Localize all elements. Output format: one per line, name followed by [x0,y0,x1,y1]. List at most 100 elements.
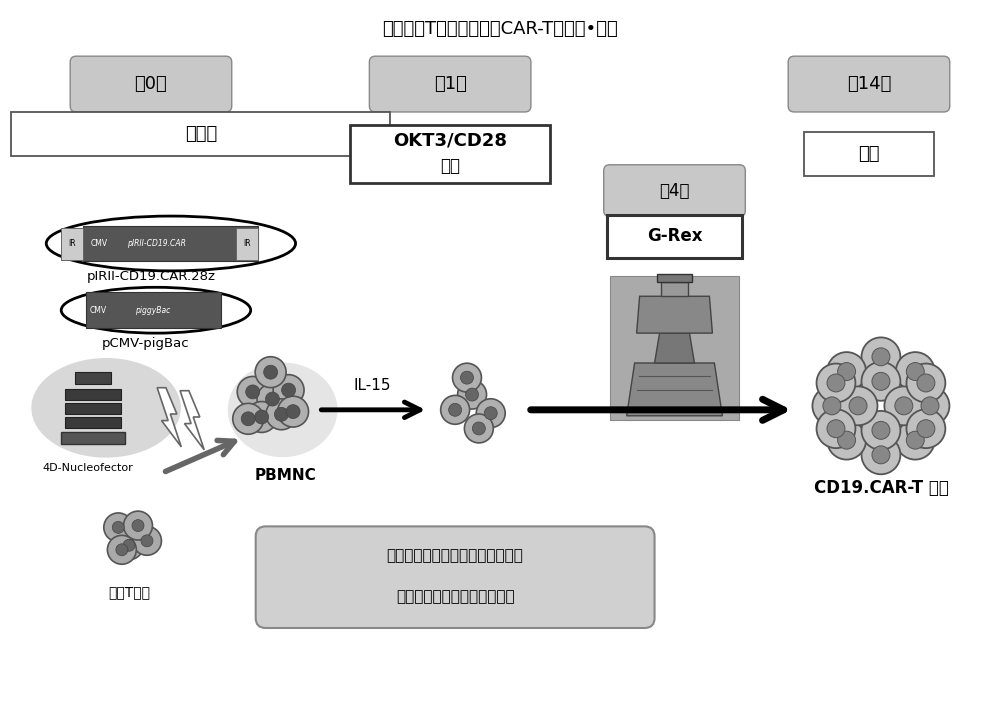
Text: IR: IR [68,240,76,248]
Circle shape [466,388,479,401]
Bar [83,226,258,261]
Bar [610,277,739,420]
Circle shape [884,387,923,425]
Circle shape [817,409,855,448]
Circle shape [246,402,277,432]
Text: 第1天: 第1天 [434,75,467,93]
Text: 第4天: 第4天 [659,182,690,199]
Circle shape [464,414,493,443]
Circle shape [124,511,152,540]
Text: IL-15: IL-15 [354,379,391,393]
Polygon shape [627,363,722,416]
Circle shape [133,526,161,555]
Circle shape [264,365,278,379]
Text: 通过进行共刺激、细胞因子分泌而: 通过进行共刺激、细胞因子分泌而 [387,547,524,563]
Circle shape [449,403,462,416]
Circle shape [257,384,288,414]
Circle shape [861,337,900,376]
Circle shape [812,387,851,425]
Circle shape [237,376,268,408]
Circle shape [906,363,945,403]
Text: 刺激: 刺激 [440,157,460,175]
Circle shape [132,520,144,531]
FancyBboxPatch shape [369,56,531,112]
Bar [350,125,550,183]
Text: 基于活化T细胞添加法的CAR-T的制作•培养: 基于活化T细胞添加法的CAR-T的制作•培养 [382,20,618,39]
Text: 回收: 回收 [858,145,880,163]
Circle shape [265,392,279,406]
Polygon shape [157,388,181,447]
Circle shape [921,397,939,415]
Text: 活化T细胞: 活化T细胞 [108,585,150,599]
Circle shape [441,395,470,424]
Circle shape [115,531,143,560]
Bar [65,417,121,428]
Text: OKT3/CD28: OKT3/CD28 [393,132,507,150]
Circle shape [286,405,300,419]
Circle shape [282,383,296,397]
Circle shape [872,446,890,464]
Bar [661,282,688,296]
Circle shape [107,535,136,564]
Polygon shape [180,391,204,450]
Circle shape [906,431,924,449]
Circle shape [273,375,304,405]
Circle shape [241,412,255,426]
Circle shape [123,539,135,551]
Circle shape [112,521,124,534]
FancyBboxPatch shape [256,526,655,628]
Circle shape [484,407,497,419]
Polygon shape [637,296,712,333]
Ellipse shape [46,216,296,271]
Circle shape [896,352,935,391]
Text: pCMV-pigBac: pCMV-pigBac [102,336,190,349]
Circle shape [266,399,297,430]
Circle shape [823,397,841,415]
Text: piggyBac: piggyBac [135,306,171,314]
Text: 保护受到损伤的基因导入细胞: 保护受到损伤的基因导入细胞 [396,590,514,605]
Circle shape [861,362,900,400]
Circle shape [458,380,487,409]
FancyBboxPatch shape [788,56,950,112]
Text: 核转染: 核转染 [185,125,217,143]
Circle shape [246,385,260,399]
Circle shape [896,421,935,459]
Circle shape [917,374,935,392]
Circle shape [839,387,877,425]
Text: 第14天: 第14天 [847,75,891,93]
Bar [11,112,390,156]
Circle shape [895,397,913,415]
Circle shape [255,357,286,387]
Circle shape [911,387,949,425]
Circle shape [838,363,856,381]
Circle shape [141,535,153,547]
Text: pIRII-CD19.CAR: pIRII-CD19.CAR [127,240,185,248]
Text: IL-15: IL-15 [643,376,680,390]
Circle shape [255,410,269,424]
Text: PBMNC: PBMNC [255,468,316,483]
Text: IR: IR [243,240,251,248]
Circle shape [827,374,845,392]
Circle shape [104,513,133,542]
Circle shape [827,420,845,438]
Circle shape [233,403,264,434]
Ellipse shape [31,358,181,458]
Circle shape [116,544,128,555]
Circle shape [872,372,890,390]
Ellipse shape [61,288,251,333]
FancyBboxPatch shape [604,165,745,216]
Circle shape [861,411,900,450]
FancyBboxPatch shape [70,56,232,112]
Circle shape [453,363,481,392]
Circle shape [827,352,866,391]
Polygon shape [655,333,694,363]
Bar [65,389,121,400]
Circle shape [274,408,288,422]
Text: 4D-Nucleofector: 4D-Nucleofector [43,462,134,472]
Circle shape [872,422,890,439]
Circle shape [476,399,505,427]
Circle shape [872,348,890,365]
Bar [657,274,692,282]
Text: CMV: CMV [91,240,108,248]
Bar [607,215,742,258]
